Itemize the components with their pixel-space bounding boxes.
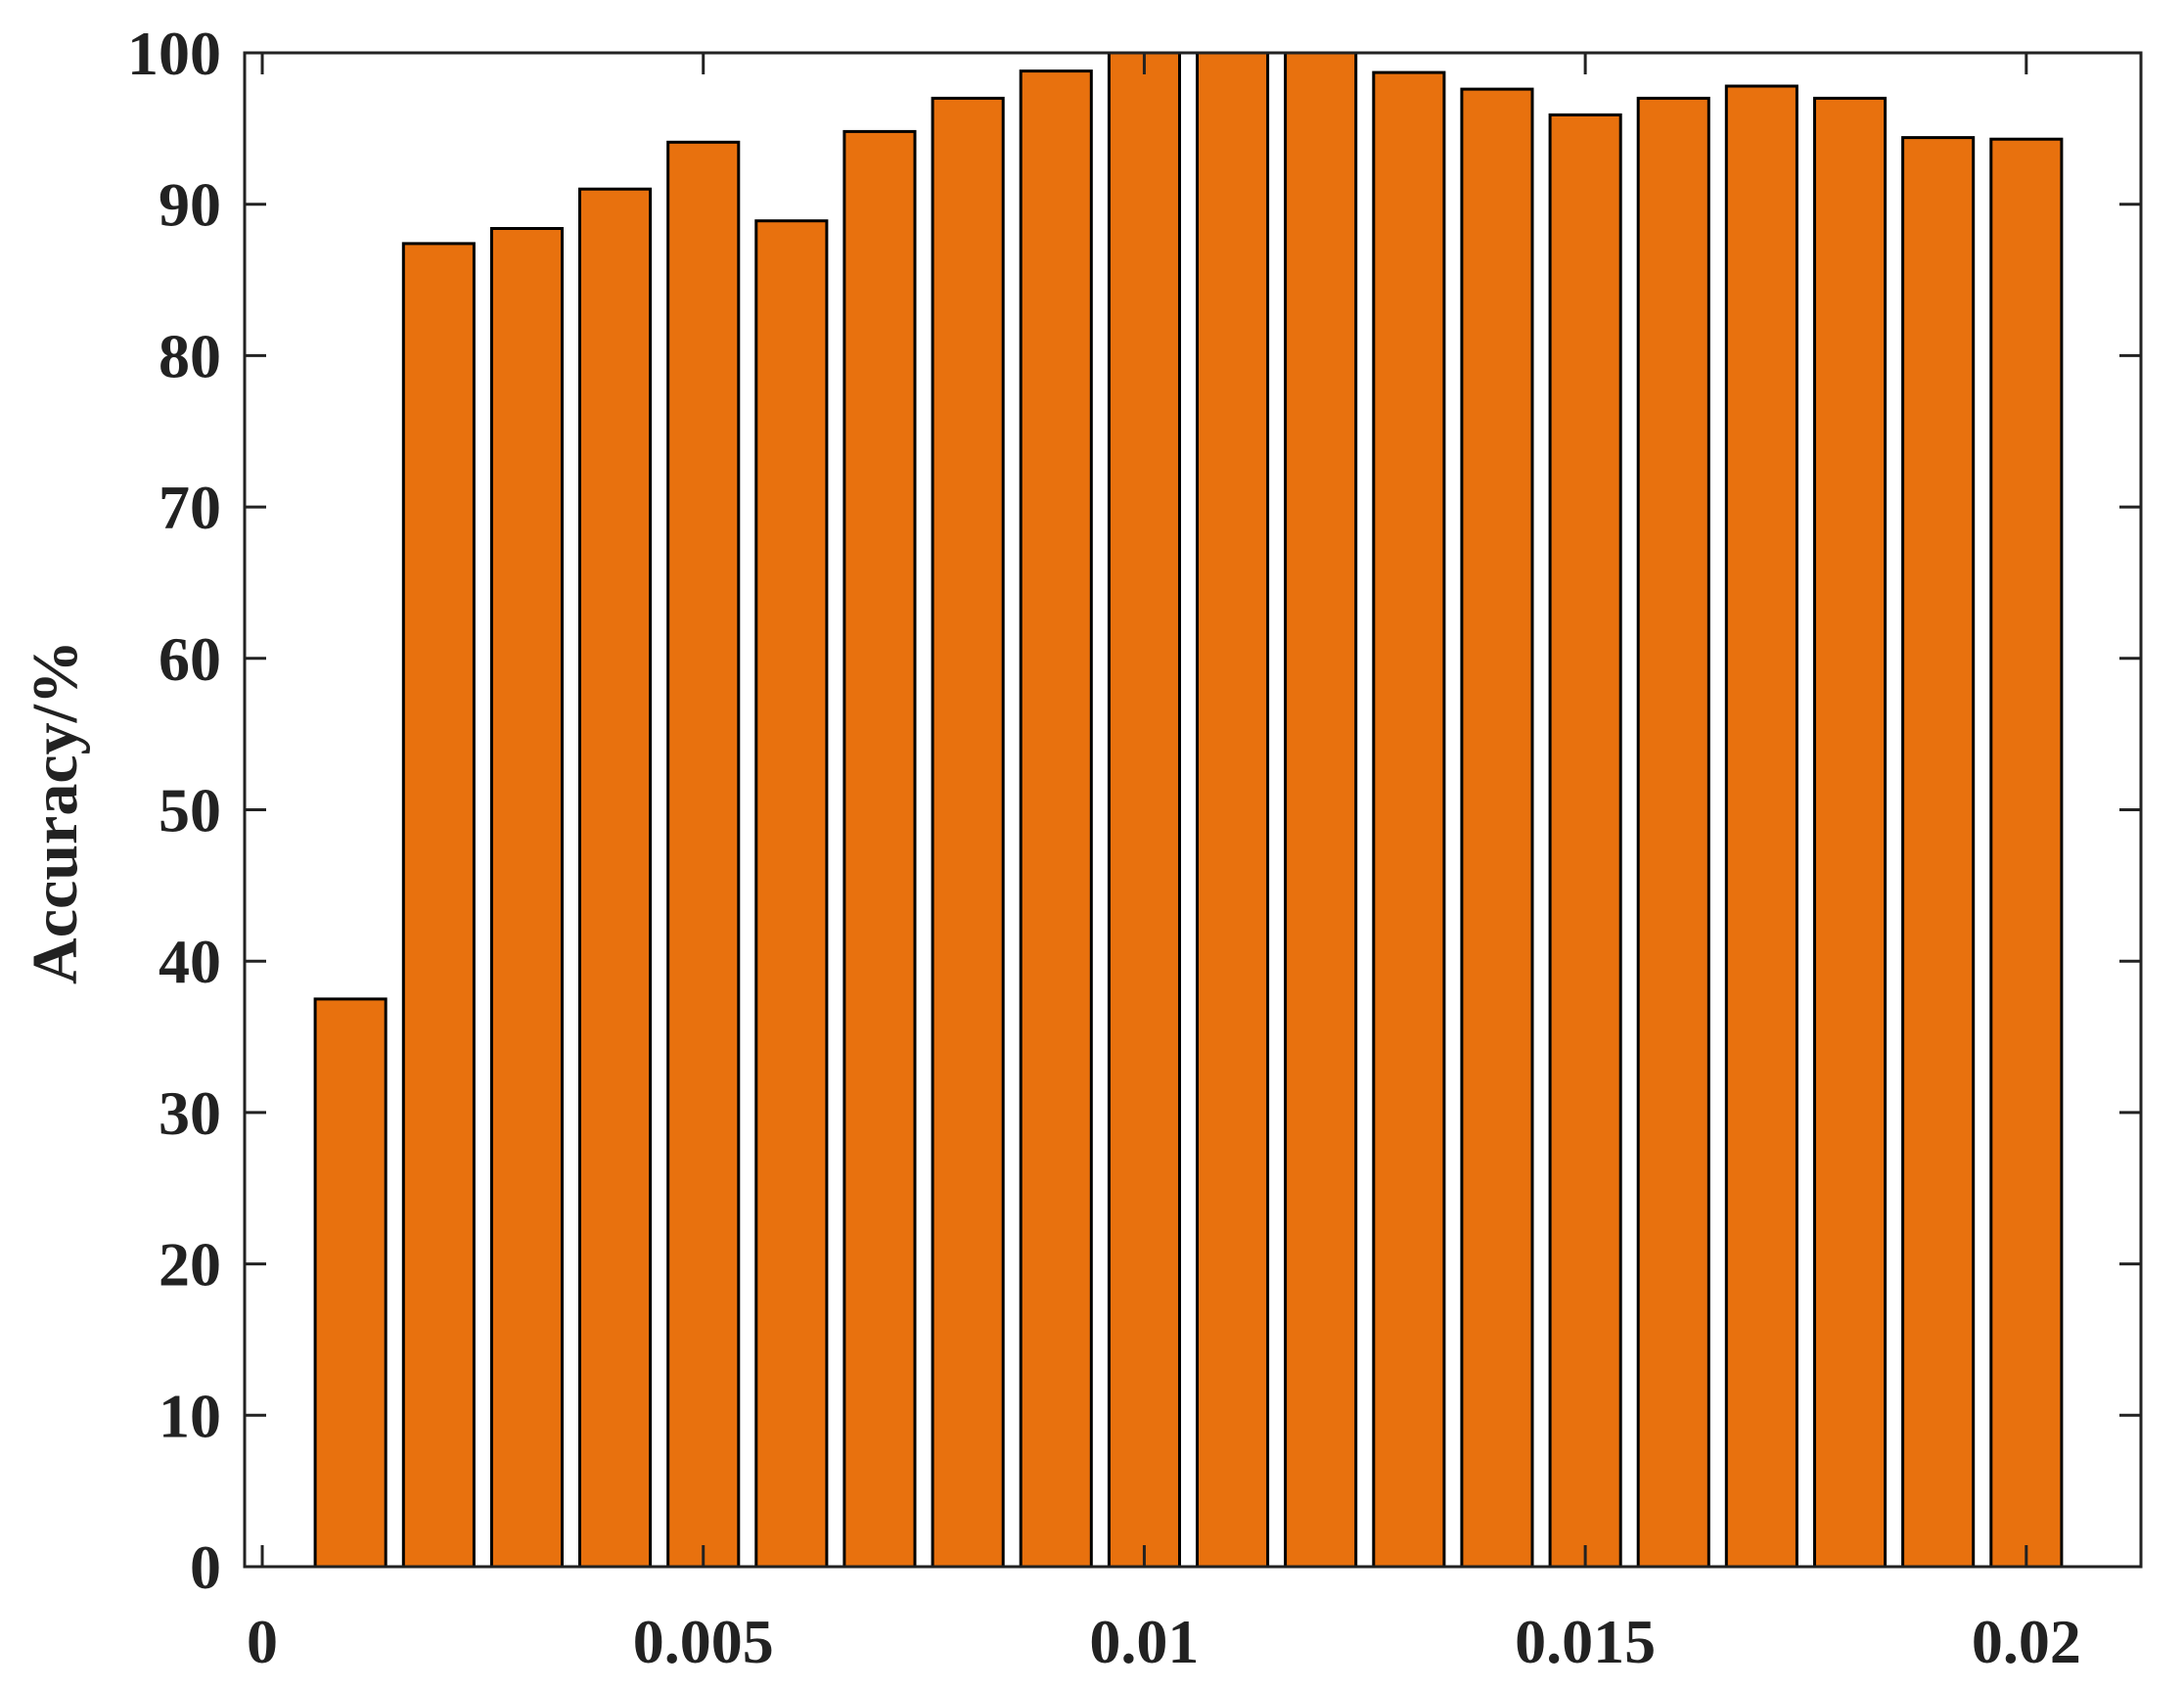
bar-9 <box>1019 69 1093 1569</box>
y-tick-label: 30 <box>159 1078 221 1148</box>
y-tick-label: 70 <box>159 473 221 542</box>
bar-14 <box>1460 87 1534 1569</box>
bar-4 <box>578 187 653 1569</box>
x-tick-label: 0.015 <box>1515 1607 1656 1676</box>
bar-18 <box>1813 96 1888 1569</box>
bar-15 <box>1548 113 1622 1569</box>
bar-11 <box>1196 51 1270 1569</box>
bar-5 <box>666 140 741 1569</box>
y-tick-label: 20 <box>159 1230 221 1300</box>
y-tick-label: 0 <box>190 1532 221 1602</box>
x-tick-label: 0.02 <box>1972 1607 2081 1676</box>
y-axis-title: Accuracy/% <box>20 640 91 984</box>
y-tick-label: 50 <box>159 776 221 845</box>
bars-layer <box>313 51 2064 1569</box>
y-tick-label: 80 <box>159 321 221 390</box>
bar-1 <box>313 997 387 1569</box>
bar-8 <box>931 96 1005 1569</box>
y-tick-label: 60 <box>159 624 221 694</box>
bar-13 <box>1372 70 1446 1569</box>
bar-6 <box>754 219 829 1569</box>
bar-16 <box>1636 96 1710 1569</box>
x-tick-label: 0.01 <box>1089 1607 1199 1676</box>
bar-17 <box>1724 84 1798 1569</box>
bar-10 <box>1107 51 1182 1569</box>
x-tick-label: 0.005 <box>633 1607 774 1676</box>
bar-20 <box>1989 137 2064 1569</box>
bar-7 <box>842 129 917 1569</box>
bar-19 <box>1901 136 1976 1569</box>
bar-2 <box>401 242 476 1569</box>
y-tick-label: 10 <box>159 1381 221 1450</box>
labels-layer: 0 10 20 30 40 50 60 70 80 90 100 0 0.005 0.01 0.015 0.0… <box>127 19 2081 1676</box>
ticks-layer <box>245 51 2141 1569</box>
y-tick-label: 100 <box>127 19 221 88</box>
y-tick-label: 40 <box>159 927 221 996</box>
y-tick-label: 90 <box>159 170 221 240</box>
x-tick-label: 0 <box>247 1607 278 1676</box>
bar-12 <box>1284 51 1358 1569</box>
bar-3 <box>489 227 564 1569</box>
